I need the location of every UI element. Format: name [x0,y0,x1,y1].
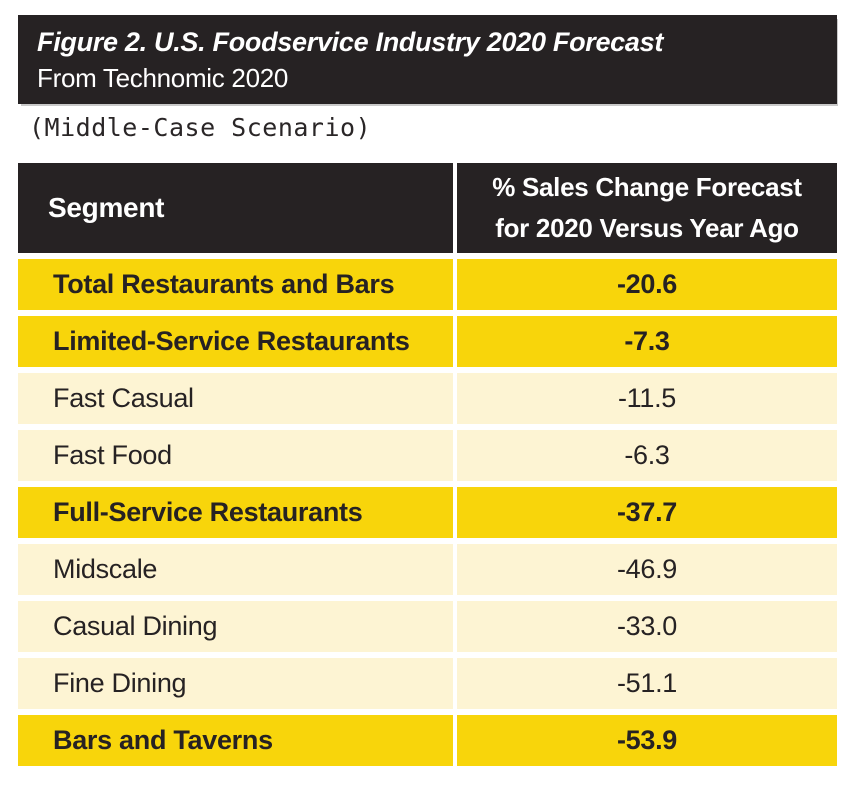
segment-cell: Limited-Service Restaurants [18,316,453,367]
value-cell: -7.3 [457,316,837,367]
segment-cell: Bars and Taverns [18,715,453,766]
table-row: Bars and Taverns -53.9 [18,715,837,766]
table-row: Full-Service Restaurants -37.7 [18,487,837,538]
figure-title: Figure 2. U.S. Foodservice Industry 2020… [37,27,664,57]
segment-cell: Casual Dining [18,601,453,652]
figure-source: From Technomic 2020 [37,63,289,93]
segment-cell: Midscale [18,544,453,595]
value-cell: -53.9 [457,715,837,766]
value-cell: -20.6 [457,259,837,310]
value-cell: -46.9 [457,544,837,595]
table-row: Fast Casual -11.5 [18,373,837,424]
table-row: Limited-Service Restaurants -7.3 [18,316,837,367]
table-row: Total Restaurants and Bars -20.6 [18,259,837,310]
table-row: Fine Dining -51.1 [18,658,837,709]
table-row: Fast Food -6.3 [18,430,837,481]
column-header-forecast: % Sales Change Forecast for 2020 Versus … [457,163,837,253]
table-body: Total Restaurants and Bars -20.6 Limited-S… [18,259,837,766]
table-row: Casual Dining -33.0 [18,601,837,652]
segment-cell: Total Restaurants and Bars [18,259,453,310]
value-cell: -6.3 [457,430,837,481]
segment-cell: Fast Food [18,430,453,481]
forecast-table: Segment % Sales Change Forecast for 2020… [18,163,837,772]
segment-cell: Fast Casual [18,373,453,424]
table-row: Midscale -46.9 [18,544,837,595]
scenario-label: (Middle-Case Scenario) [29,113,372,142]
value-cell: -51.1 [457,658,837,709]
segment-cell: Full-Service Restaurants [18,487,453,538]
value-cell: -11.5 [457,373,837,424]
column-header-segment: Segment [18,163,453,253]
figure-title-bar: Figure 2. U.S. Foodservice Industry 2020… [18,15,837,104]
table-header-row: Segment % Sales Change Forecast for 2020… [18,163,837,253]
value-cell: -33.0 [457,601,837,652]
segment-cell: Fine Dining [18,658,453,709]
value-cell: -37.7 [457,487,837,538]
